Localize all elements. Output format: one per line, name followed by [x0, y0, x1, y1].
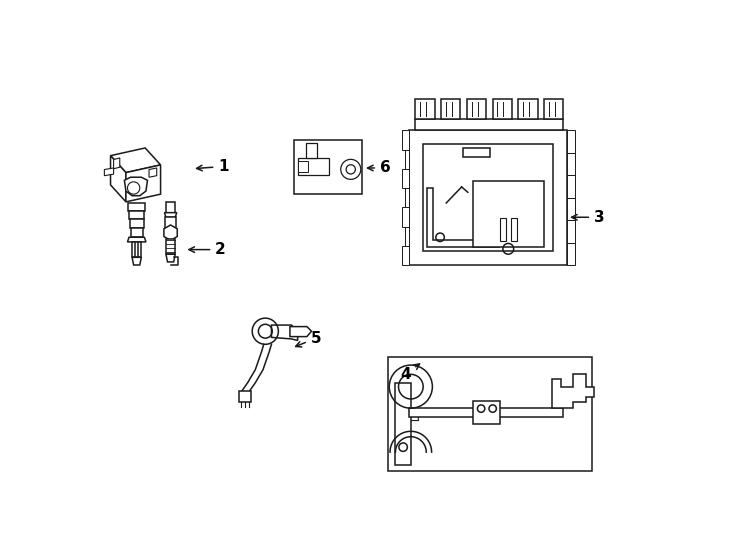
Polygon shape: [404, 226, 410, 246]
Polygon shape: [401, 130, 410, 150]
Text: 5: 5: [296, 330, 321, 347]
Text: 3: 3: [572, 210, 605, 225]
Polygon shape: [404, 188, 410, 207]
Polygon shape: [511, 218, 517, 241]
Polygon shape: [111, 148, 161, 173]
Polygon shape: [493, 99, 512, 119]
Polygon shape: [500, 218, 506, 241]
Polygon shape: [130, 219, 144, 228]
Polygon shape: [463, 148, 490, 157]
Polygon shape: [544, 99, 563, 119]
Polygon shape: [114, 158, 120, 169]
Polygon shape: [111, 156, 126, 202]
Polygon shape: [518, 99, 537, 119]
Polygon shape: [441, 99, 460, 119]
Polygon shape: [128, 237, 146, 242]
Polygon shape: [467, 99, 486, 119]
Polygon shape: [473, 401, 501, 423]
Polygon shape: [164, 225, 177, 240]
Polygon shape: [294, 140, 362, 194]
Polygon shape: [129, 211, 145, 219]
Polygon shape: [149, 168, 157, 177]
Polygon shape: [388, 357, 592, 471]
Polygon shape: [306, 143, 317, 158]
Polygon shape: [403, 408, 418, 421]
Polygon shape: [272, 325, 297, 340]
Polygon shape: [166, 254, 175, 262]
Polygon shape: [128, 204, 145, 211]
Polygon shape: [567, 175, 575, 198]
Polygon shape: [165, 217, 176, 228]
Text: 6: 6: [368, 160, 390, 176]
Text: 1: 1: [197, 159, 229, 174]
Polygon shape: [166, 202, 175, 213]
Polygon shape: [396, 383, 411, 465]
Polygon shape: [552, 374, 594, 408]
Text: 4: 4: [400, 364, 420, 382]
Polygon shape: [415, 119, 563, 130]
Polygon shape: [104, 168, 114, 176]
Polygon shape: [401, 207, 410, 226]
Polygon shape: [427, 188, 498, 247]
Polygon shape: [299, 161, 308, 172]
Polygon shape: [567, 198, 575, 220]
Polygon shape: [401, 246, 410, 265]
Polygon shape: [404, 150, 410, 169]
Text: 2: 2: [189, 242, 226, 257]
Polygon shape: [126, 165, 161, 202]
Polygon shape: [299, 158, 330, 176]
Polygon shape: [473, 181, 544, 247]
Polygon shape: [410, 408, 562, 417]
Polygon shape: [567, 220, 575, 242]
Polygon shape: [567, 242, 575, 265]
Polygon shape: [164, 213, 177, 217]
Polygon shape: [567, 153, 575, 175]
Polygon shape: [124, 177, 148, 195]
Polygon shape: [423, 144, 553, 251]
Polygon shape: [239, 390, 252, 402]
Polygon shape: [567, 130, 575, 153]
Polygon shape: [401, 169, 410, 188]
Polygon shape: [290, 327, 311, 336]
Polygon shape: [132, 242, 142, 257]
Polygon shape: [166, 239, 175, 254]
Polygon shape: [410, 130, 567, 265]
Polygon shape: [132, 257, 142, 265]
Polygon shape: [415, 99, 435, 119]
Polygon shape: [131, 228, 143, 237]
